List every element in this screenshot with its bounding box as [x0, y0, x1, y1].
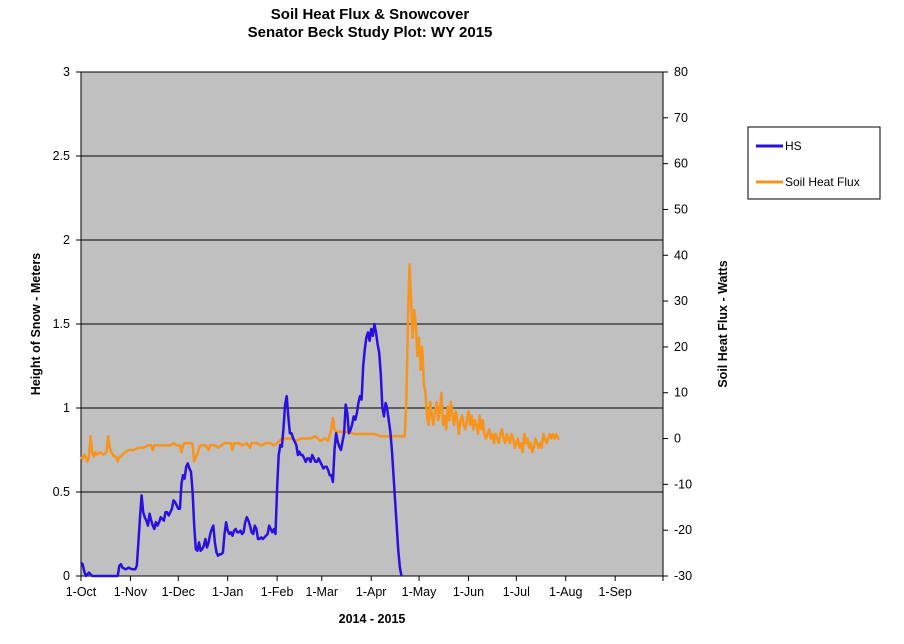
x-tick-label: 1-Nov: [114, 585, 148, 599]
left-tick-label: 2: [63, 233, 70, 247]
x-tick-label: 1-Mar: [305, 585, 338, 599]
x-tick-label: 1-Jan: [212, 585, 243, 599]
left-tick-label: 0: [63, 569, 70, 583]
x-tick-label: 1-Jun: [453, 585, 484, 599]
y-axis-left-label: Height of Snow - Meters: [29, 253, 43, 395]
x-tick-label: 1-Jul: [503, 585, 530, 599]
right-tick-label: 80: [674, 65, 688, 79]
series-line-hs: [80, 322, 403, 578]
x-tick-label: 1-Feb: [261, 585, 294, 599]
left-tick-label: 0.5: [53, 485, 70, 499]
x-axis-label: 2014 - 2015: [339, 612, 406, 626]
right-tick-label: 0: [674, 432, 681, 446]
x-tick-label: 1-Aug: [549, 585, 582, 599]
x-tick-label: 1-May: [402, 585, 437, 599]
x-tick-label: 1-Dec: [162, 585, 195, 599]
chart-subtitle: Senator Beck Study Plot: WY 2015: [248, 24, 493, 41]
left-tick-label: 3: [63, 65, 70, 79]
right-axis: -30 -20 -10 0 10 20 30 40 50 60 70 80: [663, 65, 692, 583]
legend-label-soil-heat-flux: Soil Heat Flux: [785, 175, 860, 189]
left-tick-label: 2.5: [53, 149, 70, 163]
y-axis-right-label: Soil Heat Flux - Watts: [716, 260, 730, 387]
right-tick-label: 70: [674, 111, 688, 125]
left-axis: 0 0.5 1 1.5 2 2.5 3: [53, 65, 81, 583]
series-line-soil-heat-flux: [79, 263, 560, 463]
right-tick-label: -20: [674, 523, 692, 537]
right-tick-label: 20: [674, 340, 688, 354]
x-tick-label: 1-Sep: [598, 585, 631, 599]
x-tick-label: 1-Oct: [66, 585, 97, 599]
right-tick-label: 60: [674, 157, 688, 171]
right-tick-label: -30: [674, 569, 692, 583]
right-tick-label: 10: [674, 386, 688, 400]
legend: HS Soil Heat Flux: [747, 126, 881, 200]
chart-title: Soil Heat Flux & Snowcover: [271, 6, 470, 23]
series-lines: [79, 263, 560, 578]
right-tick-label: -10: [674, 477, 692, 491]
left-tick-label: 1.5: [53, 317, 70, 331]
legend-box: [747, 126, 881, 200]
grid-lines: [81, 155, 663, 493]
legend-label-hs: HS: [785, 139, 802, 153]
right-tick-label: 30: [674, 294, 688, 308]
right-tick-label: 40: [674, 248, 688, 262]
x-axis: 1-Oct 1-Nov 1-Dec 1-Jan 1-Feb 1-Mar 1-Apr 1-May…: [66, 576, 664, 599]
x-tick-label: 1-Apr: [356, 585, 387, 599]
left-tick-label: 1: [63, 401, 70, 415]
right-tick-label: 50: [674, 202, 688, 216]
